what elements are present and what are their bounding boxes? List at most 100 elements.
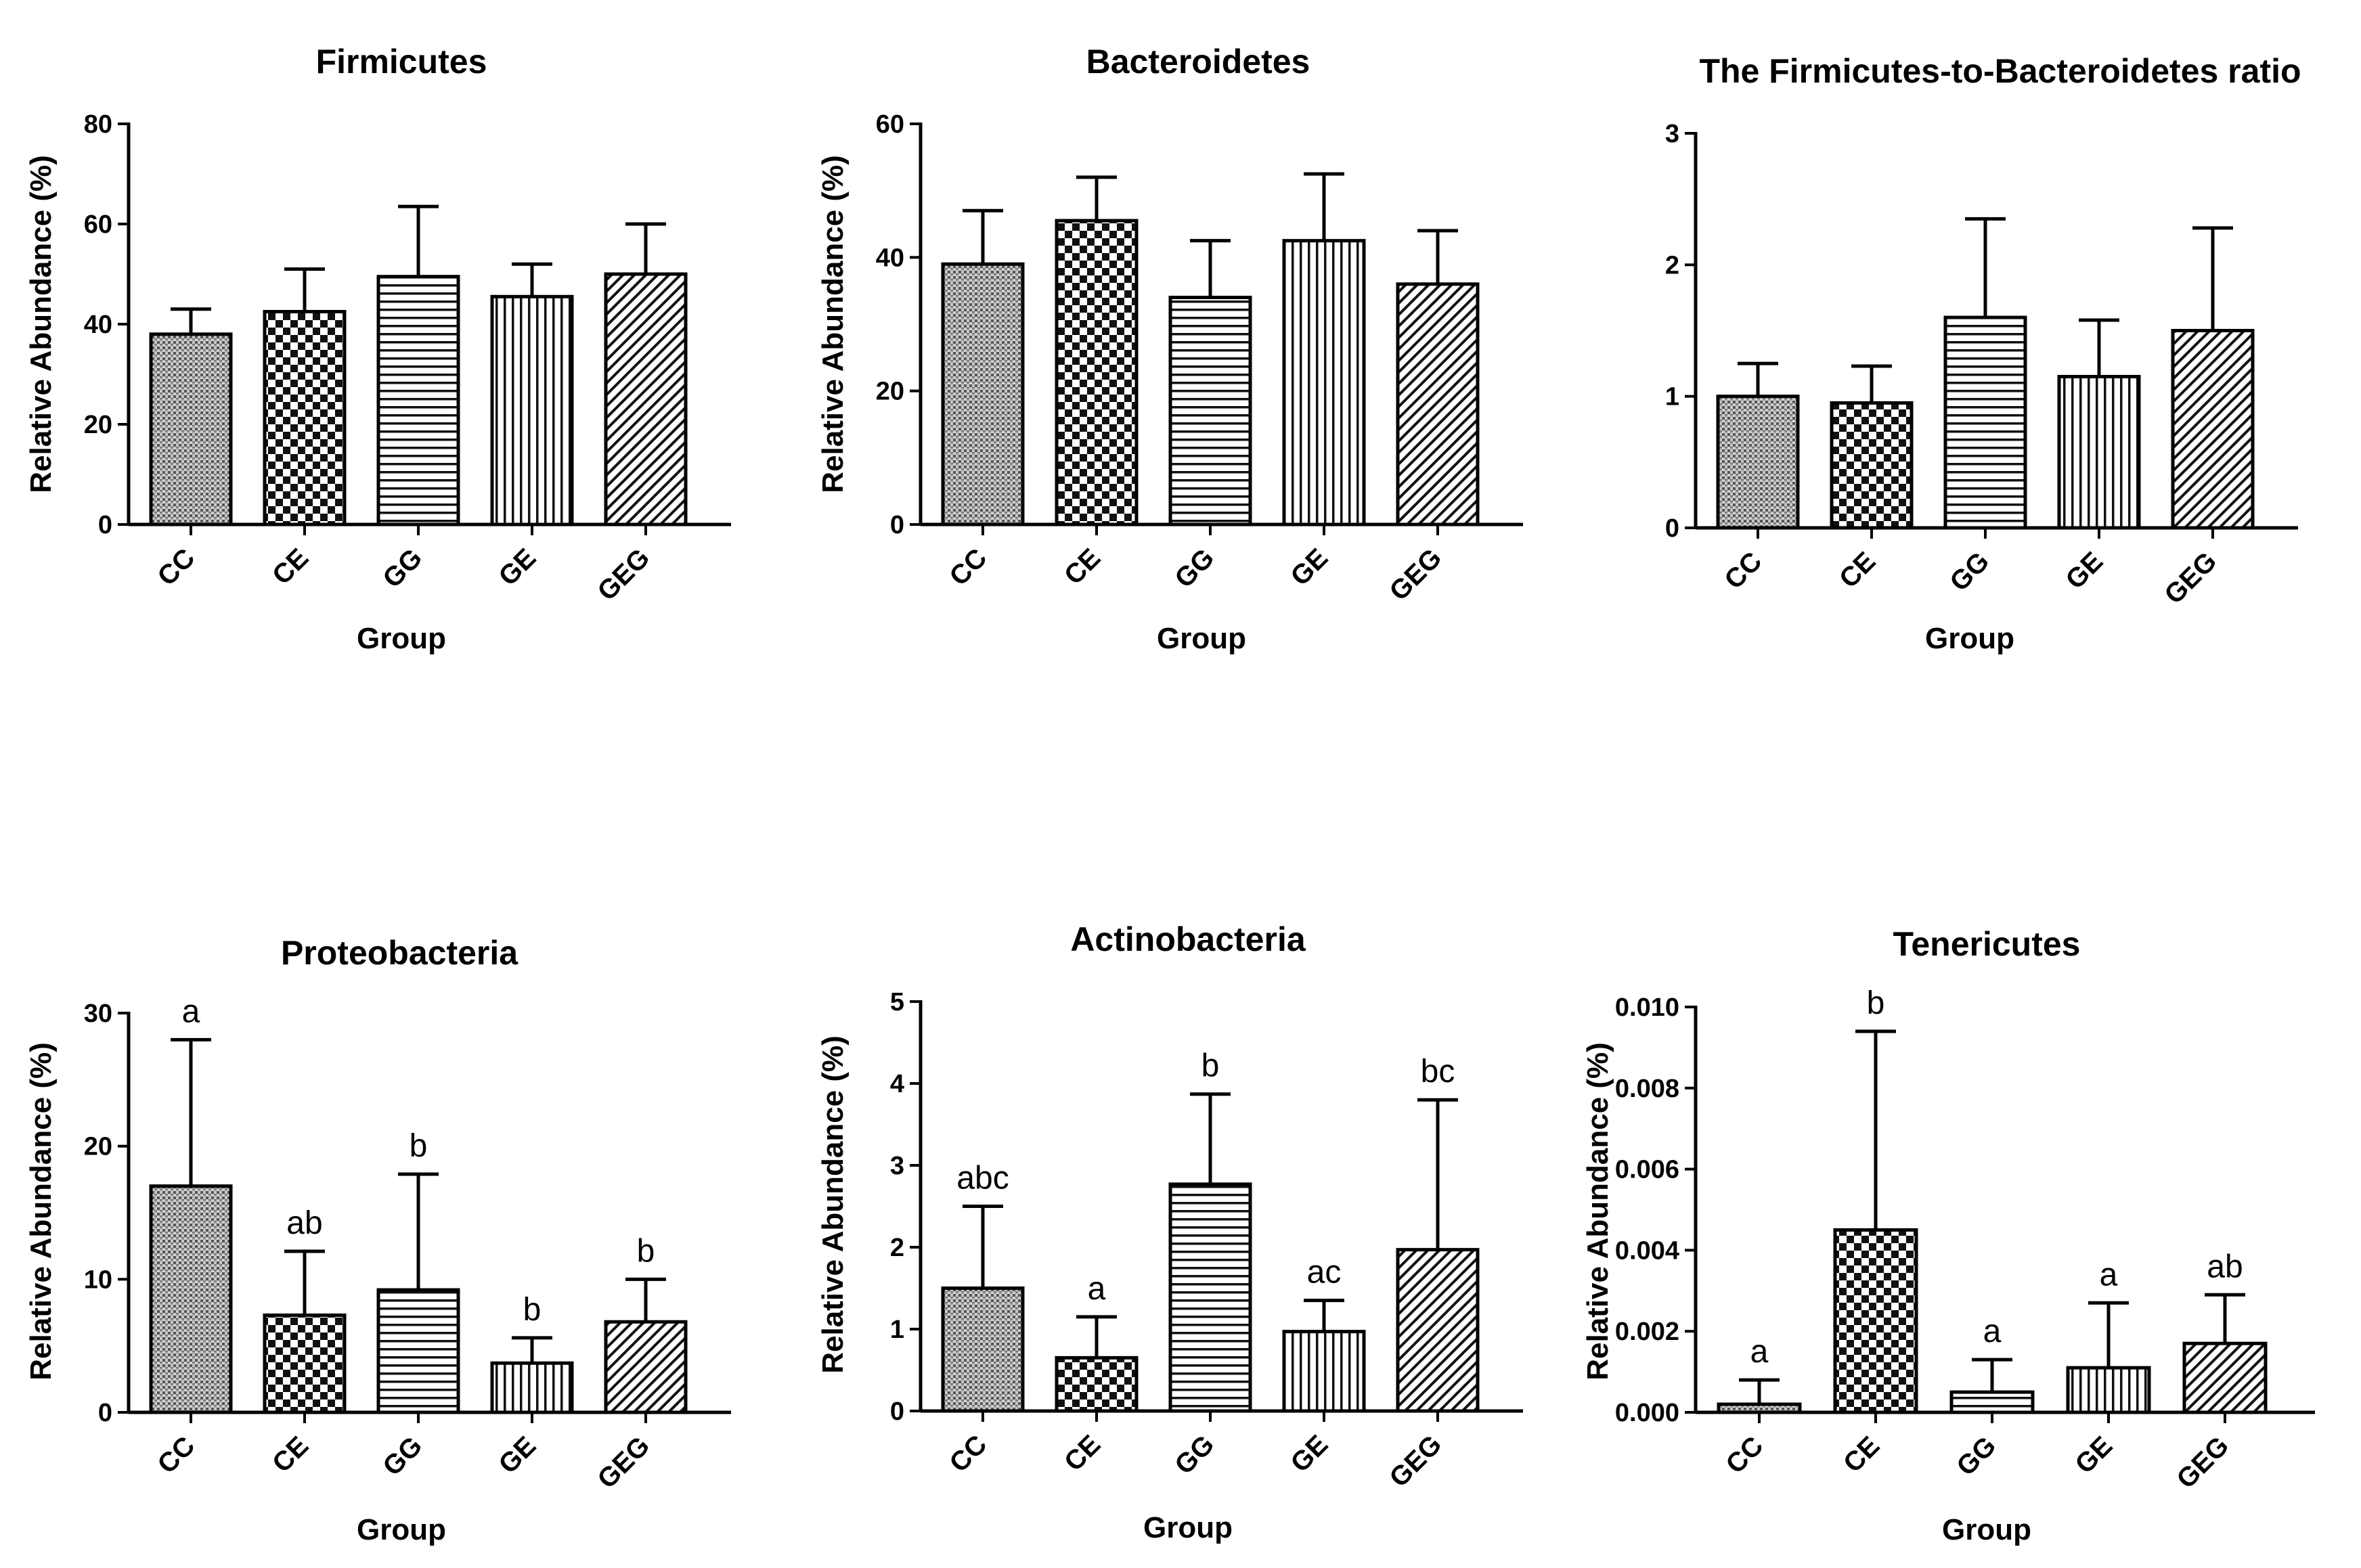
bar-cc [149,1184,233,1414]
chart-title: Proteobacteria [281,934,518,972]
chart-title: Bacteroidetes [1086,43,1310,81]
y-tick-label: 3 [890,1152,904,1180]
x-tick-label: CC [152,543,200,591]
y-tick-label: 0.002 [1615,1318,1679,1346]
x-tick-label: GG [1951,1431,2002,1481]
x-tick-label: CC [944,1429,992,1478]
x-axis-title: Group [1157,622,1246,655]
y-tick-label: 1 [1665,383,1679,411]
bar-ge [1282,239,1366,527]
y-axis-title: Relative Abundance (%) [816,1035,849,1374]
significance-label: a [1750,1334,1769,1370]
bar-gg [376,275,460,527]
x-tick-label: CC [944,543,992,591]
y-tick-label: 4 [890,1070,904,1098]
x-tick-label: CE [1834,546,1881,593]
x-tick-label: GG [1169,1429,1220,1480]
y-axis-title: Relative Abundance (%) [24,155,58,493]
panel-firmicutes: Firmicutes 0 20 40 60 80 CC CE GG GE GEG Relative… [24,43,731,655]
x-axis-title: Group [357,1513,446,1546]
bar-ge [490,1361,574,1414]
significance-label: b [523,1292,542,1328]
y-tick-label: 20 [84,1133,112,1161]
bar-ce [1055,219,1139,527]
bar-geg [604,272,688,527]
y-axis-title: Relative Abundance (%) [1581,1042,1614,1381]
y-tick-label: 60 [84,210,112,239]
significance-label: b [1201,1048,1220,1084]
x-tick-label: GE [493,543,542,591]
x-tick-label: GG [1944,546,1995,597]
x-tick-label: GG [377,1431,428,1481]
x-axis-title: Group [357,622,446,655]
y-tick-label: 0.000 [1615,1399,1679,1427]
x-tick-label: GG [1169,543,1220,593]
y-tick-label: 0.010 [1615,993,1679,1022]
panel-fb-ratio: The Firmicutes-to-Bacteroidetes ratio 0 1… [1665,52,2301,655]
y-tick-label: 30 [84,1000,112,1028]
y-tick-label: 0 [890,1397,904,1426]
y-tick-label: 5 [890,988,904,1016]
bar-ce [1055,1356,1139,1413]
significance-label: a [1983,1314,2002,1349]
y-tick-label: 0 [98,511,112,539]
x-tick-label: CE [267,543,314,590]
bar-ge [490,294,574,527]
significance-label: a [2100,1257,2118,1293]
x-tick-label: GE [493,1431,542,1479]
bar-cc [149,332,233,527]
x-tick-label: CC [1720,1431,1769,1479]
bar-cc [1716,395,1800,530]
y-tick-label: 3 [1665,120,1679,148]
bar-ce [1830,401,1914,530]
x-tick-label: CE [1838,1431,1885,1478]
x-tick-label: CE [1059,1429,1106,1477]
bar-ge [2057,375,2141,530]
chart-title: Actinobacteria [1070,920,1306,958]
y-tick-label: 0 [890,511,904,539]
x-axis-title: Group [1143,1511,1233,1544]
x-tick-label: GEG [1384,543,1447,606]
bar-geg [1396,1248,1480,1413]
bar-geg [1396,282,1480,527]
significance-label: ab [2207,1249,2243,1284]
significance-label: bc [1421,1054,1455,1090]
panel-proteobacteria: Proteobacteria 0102030CCaCEabGGbGEbGEGb … [24,934,731,1546]
x-tick-label: CC [152,1431,200,1479]
significance-label: b [637,1233,655,1269]
x-tick-label: CE [1059,543,1106,590]
y-tick-label: 0 [1665,514,1679,543]
panel-tenericutes: Tenericutes 0.000 0.002 0.004 0.006 0.008 0.0… [1581,925,2315,1546]
y-tick-label: 20 [876,378,904,406]
significance-label: abc [956,1161,1009,1196]
significance-label: a [182,993,200,1029]
x-tick-label: GEG [592,1431,655,1494]
bar-ge [1282,1330,1366,1413]
y-tick-label: 2 [890,1234,904,1262]
x-tick-label: GE [1285,543,1333,591]
chart-title: Tenericutes [1893,925,2081,963]
significance-label: b [1867,985,1885,1021]
bar-geg [2182,1341,2268,1414]
x-tick-label: GEG [2159,546,2222,610]
bar-cc [941,262,1025,527]
x-tick-label: GE [1285,1429,1333,1478]
y-axis-title: Relative Abundance (%) [24,1042,58,1381]
x-axis-title: Group [1942,1513,2031,1546]
bar-cc [941,1286,1025,1413]
y-tick-label: 40 [876,244,904,272]
x-tick-label: GEG [592,543,655,606]
x-axis-title: Group [1925,622,2014,655]
y-tick-label: 20 [84,411,112,439]
chart-title: The Firmicutes-to-Bacteroidetes ratio [1699,52,2301,90]
significance-label: ab [286,1205,322,1241]
bar-ce [263,1313,347,1414]
bar-gg [376,1288,460,1414]
y-tick-label: 40 [84,311,112,339]
bar-geg [604,1320,688,1414]
y-tick-label: 0.008 [1615,1075,1679,1103]
panel-bacteroidetes: Bacteroidetes 0 20 40 60 CC CE GG GE GEG Relativ… [816,43,1523,655]
y-tick-label: 0 [98,1399,112,1427]
y-tick-label: 0.006 [1615,1156,1679,1184]
bar-ce [263,310,347,527]
